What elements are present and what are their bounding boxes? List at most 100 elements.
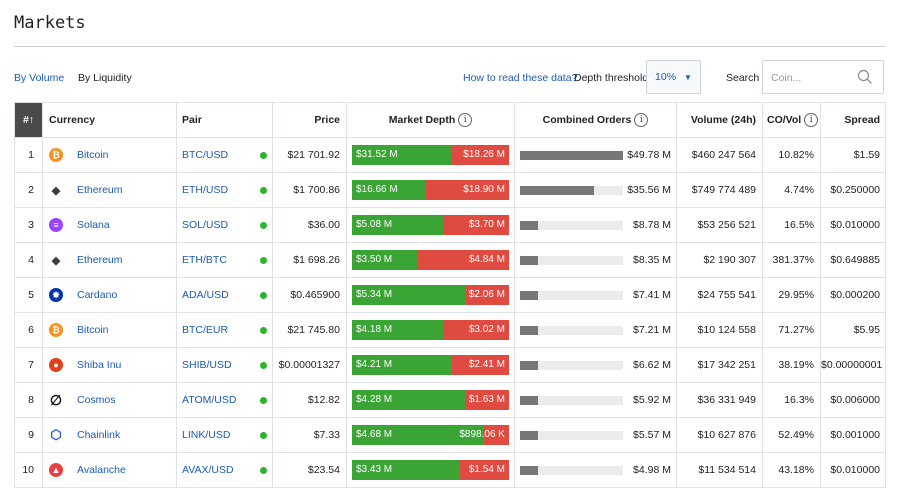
avalanche-icon: ▲ xyxy=(49,463,63,477)
status-dot xyxy=(260,221,267,229)
search-input[interactable] xyxy=(771,70,851,86)
table-row[interactable]: 4 ◆ Ethereum ETH/BTC $1 698.26 $3.50 M $4.84 M… xyxy=(14,242,886,278)
tab-by-volume[interactable]: By Volume xyxy=(14,72,65,84)
combined-orders-header[interactable]: Combined Orders i xyxy=(514,102,677,138)
spread-header-label: Spread xyxy=(844,114,880,126)
currency-link[interactable]: Cardano xyxy=(77,289,118,301)
price-header[interactable]: Price xyxy=(272,102,347,138)
currency-link[interactable]: Ethereum xyxy=(77,184,123,196)
pair-link[interactable]: ADA/USD xyxy=(182,289,229,301)
price-cell: $0.00001327 xyxy=(272,347,347,383)
volume-cell: $10 627 876 xyxy=(676,417,763,453)
price-cell: $21 701.92 xyxy=(272,137,347,173)
table-row[interactable]: 6 ₿ Bitcoin BTC/EUR $21 745.80 $4.18 M $3.02 M… xyxy=(14,312,886,348)
pair-header[interactable]: Pair xyxy=(176,102,273,138)
combined-orders-fill xyxy=(520,290,538,300)
pair-link[interactable]: SOL/USD xyxy=(182,219,229,231)
depth-bar: $5.08 M $3.70 M xyxy=(352,215,509,235)
table-row[interactable]: 7 ● Shiba Inu SHIB/USD $0.00001327 $4.21 M $2.… xyxy=(14,347,886,383)
pair-link[interactable]: AVAX/USD xyxy=(182,464,234,476)
combined-orders-fill xyxy=(520,220,539,230)
combined-orders-value: $4.98 M xyxy=(633,464,671,476)
info-icon[interactable]: i xyxy=(804,113,819,127)
rank-header[interactable]: #↑ xyxy=(14,102,43,138)
search-label: Search xyxy=(726,72,760,84)
toolbar: By Volume By Liquidity How to read these… xyxy=(14,60,884,94)
currency-header[interactable]: Currency xyxy=(42,102,177,138)
currency-header-label: Currency xyxy=(49,114,96,126)
bitcoin-icon: ₿ xyxy=(49,148,63,162)
status-dot xyxy=(260,431,267,439)
price-cell: $12.82 xyxy=(272,382,347,418)
ethereum-icon: ◆ xyxy=(51,184,61,197)
currency-link[interactable]: Bitcoin xyxy=(77,149,109,161)
depth-bid-value: $3.50 M xyxy=(356,254,393,265)
volume-cell: $53 256 521 xyxy=(676,207,763,243)
depth-bar: $3.43 M $1.54 M xyxy=(352,460,509,480)
currency-link[interactable]: Ethereum xyxy=(77,254,123,266)
currency-cell: ₿ Bitcoin xyxy=(42,137,177,173)
depth-ask-bar: $1.54 M xyxy=(460,460,509,480)
table-row[interactable]: 10 ▲ Avalanche AVAX/USD $23.54 $3.43 M $1.54 M… xyxy=(14,452,886,488)
rank-cell: 8 xyxy=(14,382,43,418)
search-icon[interactable] xyxy=(857,69,873,85)
depth-bid-value: $16.66 M xyxy=(356,184,398,195)
pair-link[interactable]: BTC/EUR xyxy=(182,324,229,336)
depth-threshold-select[interactable]: 10% ▼ xyxy=(646,60,701,94)
info-icon[interactable]: i xyxy=(634,113,649,127)
combined-orders-fill xyxy=(520,150,623,160)
depth-bid-value: $5.34 M xyxy=(356,289,393,300)
spread-cell: $0.250000 xyxy=(820,172,886,208)
pair-link[interactable]: ATOM/USD xyxy=(182,394,237,406)
currency-link[interactable]: Cosmos xyxy=(77,394,116,406)
volume-header[interactable]: Volume (24h) xyxy=(676,102,763,138)
currency-link[interactable]: Avalanche xyxy=(77,464,126,476)
currency-link[interactable]: Chainlink xyxy=(77,429,121,441)
market-depth-header[interactable]: Market Depth i xyxy=(346,102,515,138)
price-cell: $21 745.80 xyxy=(272,312,347,348)
combined-orders-fill xyxy=(520,185,594,195)
table-row[interactable]: 2 ◆ Ethereum ETH/USD $1 700.86 $16.66 M $18.90… xyxy=(14,172,886,208)
table-row[interactable]: 5 ✸ Cardano ADA/USD $0.465900 $5.34 M $2.06 M $… xyxy=(14,277,886,313)
combined-orders-fill xyxy=(520,255,538,265)
status-dot xyxy=(260,151,267,159)
status-dot xyxy=(260,186,267,194)
how-to-read-link[interactable]: How to read these data? xyxy=(463,72,578,84)
covol-cell: 16.3% xyxy=(762,382,821,418)
combined-orders-bar xyxy=(520,465,623,475)
market-depth-cell: $3.50 M $4.84 M xyxy=(346,242,515,278)
currency-link[interactable]: Bitcoin xyxy=(77,324,109,336)
depth-bid-bar: $4.28 M xyxy=(352,390,466,410)
price-cell: $23.54 xyxy=(272,452,347,488)
currency-link[interactable]: Shiba Inu xyxy=(77,359,122,371)
currency-cell: ⬡ Chainlink xyxy=(42,417,177,453)
covol-header[interactable]: CO/Vol i xyxy=(762,102,821,138)
volume-cell: $24 755 541 xyxy=(676,277,763,313)
info-icon[interactable]: i xyxy=(458,113,473,127)
pair-link[interactable]: BTC/USD xyxy=(182,149,229,161)
combined-orders-cell: $4.98 M xyxy=(514,452,677,488)
depth-ask-value: $18.26 M xyxy=(463,149,505,160)
price-cell: $0.465900 xyxy=(272,277,347,313)
currency-link[interactable]: Solana xyxy=(77,219,110,231)
pair-link[interactable]: ETH/BTC xyxy=(182,254,227,266)
status-dot xyxy=(260,466,267,474)
spread-header[interactable]: Spread xyxy=(820,102,886,138)
depth-bid-bar: $4.68 M xyxy=(352,425,484,445)
table-row[interactable]: 3 ≡ Solana SOL/USD $36.00 $5.08 M $3.70 M $8.78… xyxy=(14,207,886,243)
pair-link[interactable]: ETH/USD xyxy=(182,184,229,196)
table-row[interactable]: 8 ∅ Cosmos ATOM/USD $12.82 $4.28 M $1.63 M $5.9… xyxy=(14,382,886,418)
pair-link[interactable]: LINK/USD xyxy=(182,429,231,441)
covol-cell: 381.37% xyxy=(762,242,821,278)
combined-orders-cell: $5.92 M xyxy=(514,382,677,418)
combined-orders-cell: $8.35 M xyxy=(514,242,677,278)
market-depth-header-label: Market Depth xyxy=(388,113,456,126)
depth-ask-bar: $1.63 M xyxy=(465,390,509,410)
table-row[interactable]: 1 ₿ Bitcoin BTC/USD $21 701.92 $31.52 M $18.26… xyxy=(14,137,886,173)
tab-by-liquidity[interactable]: By Liquidity xyxy=(78,72,132,84)
pair-link[interactable]: SHIB/USD xyxy=(182,359,232,371)
combined-orders-value: $35.56 M xyxy=(627,184,671,196)
rank-cell: 1 xyxy=(14,137,43,173)
combined-orders-bar xyxy=(520,325,623,335)
table-row[interactable]: 9 ⬡ Chainlink LINK/USD $7.33 $4.68 M $898.06 K… xyxy=(14,417,886,453)
